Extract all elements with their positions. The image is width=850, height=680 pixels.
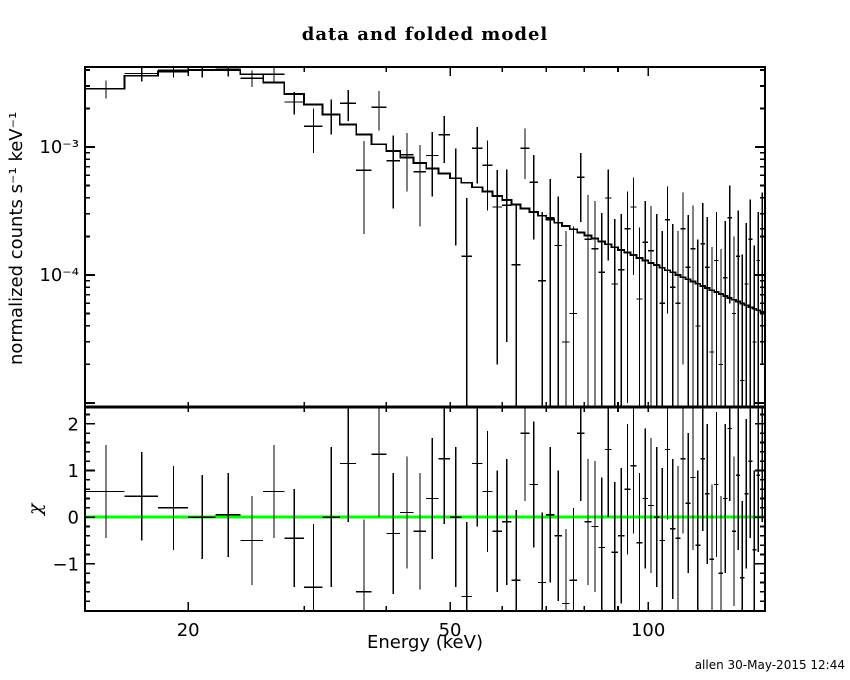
y-axis-ticks-bottom: 2 1 0 −1 [52,413,765,602]
bottom-panel-frame [84,406,766,612]
y-tick-label: 1 [68,461,79,482]
y-axis-title-top: normalized counts s⁻¹ keV⁻¹ [6,111,27,366]
bottom-panel-data [85,407,765,611]
y-tick-label: 0 [68,508,79,529]
x-axis-ticks: 20 50 100 [177,67,665,641]
y-tick-label: 10⁻³ [39,137,79,158]
top-panel-data [86,67,765,407]
residual-points [86,407,765,611]
x-tick-label: 100 [631,620,665,641]
y-tick-label: −1 [52,554,79,575]
x-tick-label: 20 [177,620,200,641]
model-step-curve [86,69,765,313]
top-panel-frame [84,66,766,408]
x-axis-title: Energy (keV) [367,632,483,653]
y-axis-title-bottom-chi: χ [24,503,46,515]
plot-title: data and folded model [301,24,549,45]
y-tick-label: 2 [68,414,79,435]
timestamp-credit: allen 30-May-2015 12:44 [694,658,845,672]
y-axis-ticks-top: 10⁻³ 10⁻⁴ [39,69,765,404]
x-tick-label: 50 [439,620,462,641]
data-points [86,67,765,407]
y-tick-label: 10⁻⁴ [39,265,79,286]
